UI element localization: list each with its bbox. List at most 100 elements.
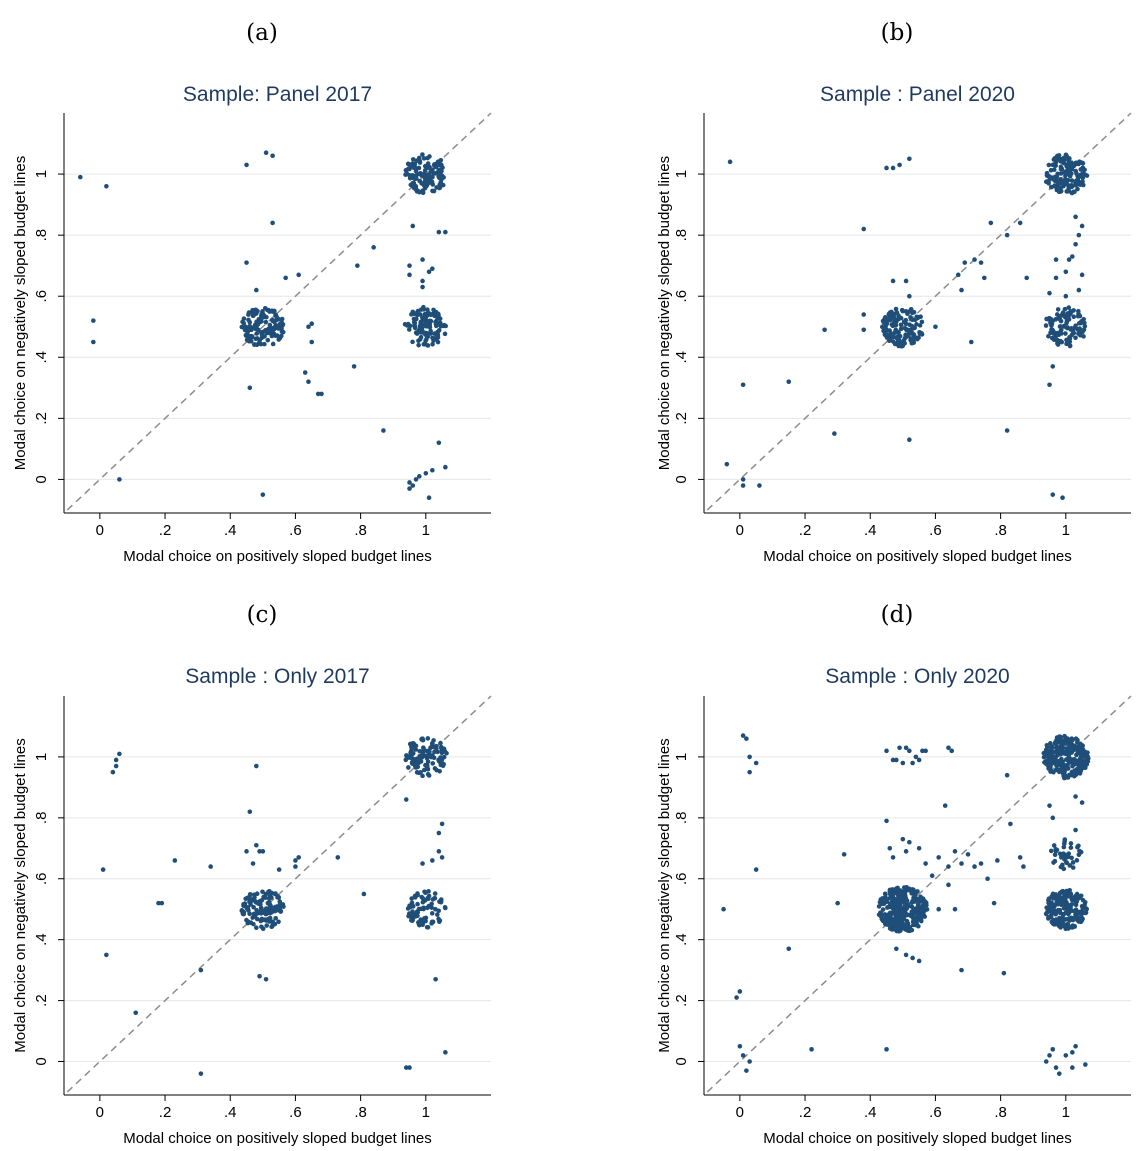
- data-point: [113, 763, 119, 769]
- data-point: [425, 343, 431, 348]
- x-axis-label: Modal choice on positively sloped budget…: [763, 1130, 1072, 1147]
- data-point: [262, 334, 267, 339]
- data-point: [890, 917, 895, 922]
- data-point: [1062, 306, 1068, 312]
- data-point: [436, 440, 442, 446]
- data-point: [434, 746, 439, 751]
- x-tick-label: 1: [1062, 522, 1070, 539]
- data-point: [423, 753, 429, 759]
- data-point: [418, 307, 424, 312]
- data-point: [280, 902, 286, 907]
- data-point: [923, 748, 928, 754]
- data-point: [438, 761, 444, 766]
- data-point: [257, 899, 263, 905]
- data-point: [371, 245, 376, 250]
- data-point: [919, 319, 925, 325]
- data-point: [894, 921, 900, 927]
- data-point: [753, 760, 759, 766]
- data-point: [1063, 173, 1068, 179]
- x-tick-label: .2: [799, 1104, 812, 1121]
- data-point: [429, 743, 435, 749]
- data-point: [1058, 158, 1063, 164]
- data-point: [434, 333, 440, 339]
- data-point: [255, 327, 261, 333]
- data-point: [91, 339, 96, 345]
- data-point: [898, 322, 904, 328]
- data-point: [438, 744, 444, 750]
- data-point: [1054, 178, 1060, 183]
- data-point: [916, 958, 922, 964]
- data-point: [1067, 343, 1073, 349]
- data-point: [1063, 293, 1069, 299]
- data-point: [907, 308, 913, 314]
- data-point: [208, 864, 213, 869]
- data-point: [1069, 771, 1075, 777]
- data-point: [1053, 761, 1059, 767]
- data-point: [1048, 769, 1053, 774]
- data-point: [734, 995, 739, 1000]
- data-point: [1053, 1065, 1059, 1070]
- data-point: [1056, 767, 1061, 772]
- data-point: [1074, 858, 1080, 863]
- data-point: [443, 229, 448, 235]
- y-tick-label: .2: [33, 412, 50, 425]
- data-point: [892, 902, 898, 907]
- data-point: [921, 907, 926, 913]
- x-tick-label: .6: [289, 1104, 302, 1121]
- data-point: [306, 379, 311, 385]
- data-point: [1069, 902, 1074, 907]
- data-point: [952, 849, 958, 854]
- data-point: [252, 895, 257, 900]
- data-point: [1053, 740, 1058, 745]
- data-point: [1063, 331, 1068, 336]
- data-point: [740, 1053, 746, 1058]
- data-point: [1047, 290, 1052, 296]
- data-point: [274, 314, 279, 320]
- data-point: [1083, 1062, 1088, 1067]
- data-point: [949, 748, 955, 754]
- data-point: [1067, 742, 1072, 748]
- data-point: [426, 269, 432, 275]
- data-point: [420, 896, 426, 901]
- data-point: [266, 896, 272, 901]
- data-point: [1081, 765, 1086, 770]
- data-point: [1053, 911, 1059, 917]
- data-point: [413, 173, 419, 178]
- data-point: [244, 905, 250, 911]
- data-point: [721, 906, 726, 912]
- data-point: [894, 757, 899, 763]
- data-point: [959, 287, 964, 293]
- data-point: [911, 895, 916, 901]
- x-tick-label: 0: [736, 522, 744, 539]
- data-point: [1064, 341, 1069, 347]
- x-tick-label: 1: [422, 1104, 430, 1121]
- data-point: [1058, 166, 1064, 172]
- data-point: [896, 899, 901, 904]
- data-point: [1069, 736, 1075, 741]
- data-point: [302, 370, 308, 375]
- data-point: [1077, 771, 1083, 776]
- data-point: [901, 890, 907, 896]
- data-point: [355, 263, 360, 268]
- data-point: [899, 914, 904, 919]
- data-point: [1062, 170, 1068, 175]
- data-point: [832, 431, 837, 436]
- data-point: [1046, 174, 1052, 179]
- data-point: [917, 330, 922, 335]
- data-point: [246, 896, 251, 901]
- data-point: [426, 180, 431, 186]
- data-point: [268, 325, 274, 331]
- data-point: [257, 337, 263, 343]
- data-point: [406, 327, 412, 332]
- data-point: [423, 323, 429, 329]
- data-point: [432, 766, 438, 771]
- data-point: [263, 976, 269, 982]
- data-point: [1044, 316, 1049, 322]
- data-point: [260, 492, 266, 497]
- data-point: [916, 923, 921, 929]
- data-point: [1048, 184, 1054, 190]
- scatter-panel-c: (c) Sample : Only 2017 0 0 .2 .2 .4 .4 .6 .6 .8 .8 1…: [12, 602, 492, 1147]
- data-point: [1077, 766, 1083, 772]
- data-point: [988, 220, 994, 226]
- data-point: [1056, 315, 1062, 321]
